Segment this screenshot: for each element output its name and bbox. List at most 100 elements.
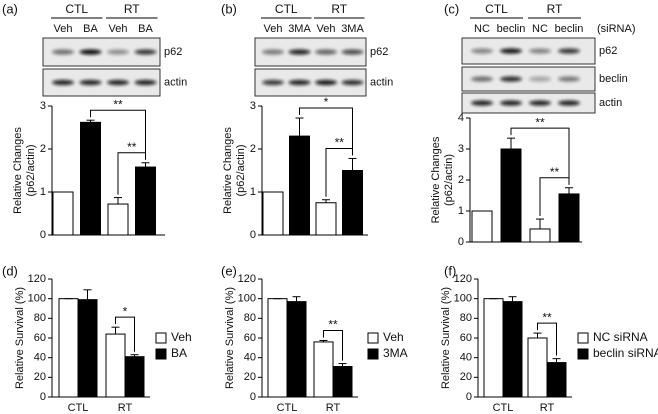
y-tick-label: 2 [40,143,46,155]
bar [500,148,522,243]
legend-swatch [155,348,167,360]
y-tick-label: 20 [460,371,472,383]
y-tick-label: 40 [460,352,472,364]
y-tick-label: 0 [250,229,256,241]
y-tick-label: 1 [40,186,46,198]
y-axis-label: Relative Changes [222,127,234,214]
bar [52,191,74,236]
group-label: CTL [275,2,298,16]
blot-label: actin [599,97,622,109]
bar [483,298,504,398]
blot-band [529,100,551,106]
panel-label: (c) [444,1,459,16]
y-tick-label: 100 [454,293,472,305]
legend-swatch [367,348,379,360]
blot-label: actin [164,76,187,88]
blot-label: p62 [370,46,388,58]
bar [286,301,307,398]
blot-band [471,48,493,54]
legend-label: Veh [171,330,192,344]
blot-band [558,100,580,106]
blot-band [79,79,102,86]
bar [529,228,551,243]
significance-label: ** [328,318,338,332]
y-tick-label: 0 [466,391,472,403]
blot [461,92,596,114]
blot-label: beclin [599,73,628,85]
blot-band [558,76,580,82]
legend-label: beclin siRNA [593,346,658,360]
y-tick-label: 1 [250,186,256,198]
bar [124,356,145,398]
lane-label: Veh [54,23,73,35]
y-axis-label: (p62/actin) [25,145,37,197]
blot-label: p62 [164,46,182,58]
significance-bracket [510,127,570,185]
blot-band [341,49,364,55]
blot-band [471,76,493,82]
lane-label: Veh [317,23,336,35]
y-tick-label: 80 [460,312,472,324]
lane-label: NC [532,23,548,35]
bar [289,135,310,236]
blot-band [315,79,337,86]
blot-band [107,79,129,86]
blot-band [288,49,311,55]
lane-label: beclin [555,23,584,35]
y-tick-label: 120 [454,273,472,285]
bar [546,362,567,398]
lane-label: Veh [109,23,128,35]
y-tick-label: 4 [458,112,464,124]
bar [502,301,523,398]
y-tick-label: 60 [244,332,256,344]
y-axis-label: (p62/actin) [443,154,455,206]
blot-band [288,79,311,86]
group-label: RT [124,2,140,16]
group-label: CTL [65,2,88,16]
y-tick-label: 120 [238,273,256,285]
blot-band [79,49,102,55]
y-tick-label: 20 [34,371,46,383]
x-tick-label: CTL [277,402,298,414]
blot-band [262,49,284,55]
bar [558,193,580,243]
significance-bracket [325,147,353,197]
significance-label: * [324,95,329,109]
y-axis-label: Relative Changes [12,127,24,214]
significance-label: ** [542,310,552,324]
blot-band [262,79,284,86]
y-axis-label: Relative Changes [430,136,442,223]
x-tick-label: RT [326,402,341,414]
y-tick-label: 1 [458,205,464,217]
y-tick-label: 60 [460,332,472,344]
y-axis-label: (p62/actin) [235,145,247,197]
bar [267,298,288,398]
lane-label: Veh [264,23,283,35]
y-axis-label: Relative Survival (%) [224,287,236,389]
blot-band [500,76,522,82]
blot-band [500,48,522,54]
bar [332,366,353,398]
legend-swatch [577,348,589,360]
significance-label: ** [127,140,137,154]
legend-label: Veh [383,330,404,344]
bar [58,298,79,398]
legend-swatch [155,332,167,344]
y-tick-label: 100 [28,293,46,305]
blot-label: actin [370,76,393,88]
significance-bracket [539,177,570,217]
blot-band [529,76,551,82]
significance-label: ** [113,97,123,111]
legend-label: 3MA [383,346,408,360]
significance-label: ** [550,165,560,179]
y-tick-label: 80 [244,312,256,324]
bar [105,333,126,398]
blot-band [471,100,493,106]
bar [471,210,493,243]
blot-band [529,48,551,54]
x-tick-label: CTL [68,402,89,414]
y-tick-label: 0 [40,229,46,241]
blot-band [315,49,337,55]
significance-bracket [90,109,146,160]
y-tick-label: 0 [250,391,256,403]
